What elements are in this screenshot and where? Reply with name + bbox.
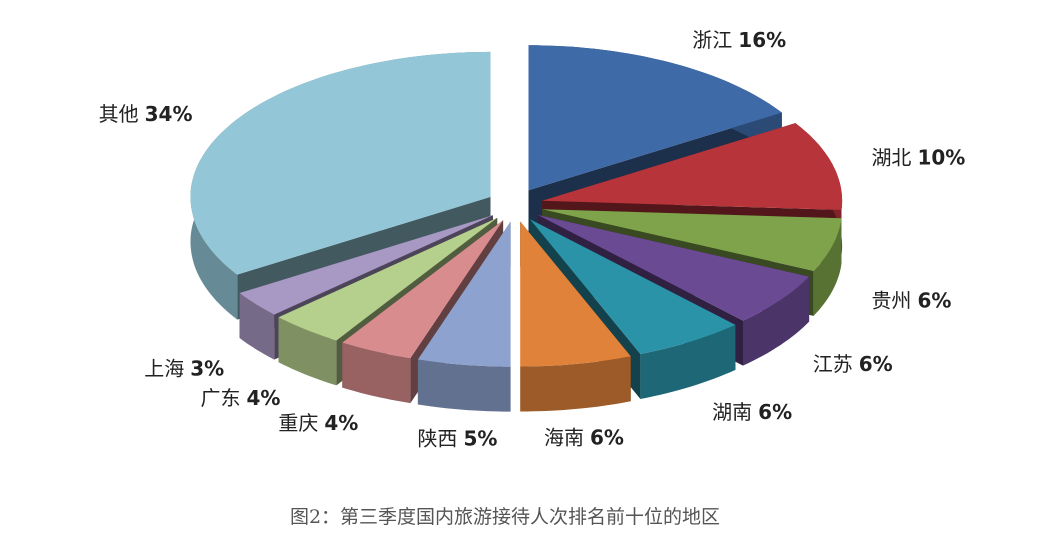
value-label: 6% bbox=[758, 399, 792, 423]
slice-wall bbox=[813, 218, 842, 316]
slice-wall bbox=[417, 359, 511, 412]
value-label: 4% bbox=[324, 411, 358, 435]
slice-top bbox=[530, 219, 736, 354]
category-label: 海南 bbox=[544, 425, 584, 449]
slice-top bbox=[537, 214, 810, 321]
value-label: 6% bbox=[859, 351, 893, 375]
category-label: 重庆 bbox=[278, 411, 318, 435]
category-label: 湖北 bbox=[871, 145, 911, 169]
slice-wall bbox=[640, 324, 736, 399]
data-label: 海南 6% bbox=[544, 425, 624, 449]
slice-wall bbox=[239, 293, 275, 360]
data-label: 广东 4% bbox=[200, 386, 280, 410]
slice-top bbox=[278, 217, 498, 341]
value-label: 3% bbox=[190, 356, 224, 380]
slice-wall bbox=[278, 317, 337, 386]
value-label: 5% bbox=[463, 426, 497, 450]
category-label: 陕西 bbox=[417, 426, 457, 450]
value-label: 4% bbox=[246, 386, 280, 410]
data-label: 其他 34% bbox=[99, 101, 193, 125]
slice-top bbox=[542, 123, 843, 210]
slice bbox=[520, 221, 631, 412]
slice-wall bbox=[743, 276, 810, 366]
slice-top bbox=[542, 209, 842, 271]
category-label: 浙江 bbox=[692, 28, 732, 52]
data-label: 江苏 6% bbox=[813, 351, 893, 375]
category-label: 广东 bbox=[200, 386, 240, 410]
category-label: 江苏 bbox=[813, 351, 853, 375]
value-label: 6% bbox=[917, 288, 951, 312]
data-label: 上海 3% bbox=[144, 356, 224, 380]
slice-top bbox=[417, 221, 511, 367]
category-label: 贵州 bbox=[871, 288, 911, 312]
slice-top bbox=[520, 221, 631, 367]
slice-top bbox=[190, 51, 491, 275]
slice-top bbox=[239, 215, 493, 315]
category-label: 上海 bbox=[144, 356, 184, 380]
slice bbox=[417, 221, 511, 412]
slice-wall bbox=[342, 342, 411, 404]
data-label: 陕西 5% bbox=[417, 426, 497, 450]
data-label: 浙江 16% bbox=[692, 28, 786, 52]
data-label: 湖北 10% bbox=[871, 145, 965, 169]
chart-title: 图2：第三季度国内旅游接待人次排名前十位的地区 bbox=[290, 506, 720, 528]
data-label: 湖南 6% bbox=[712, 399, 792, 423]
slice-wall bbox=[520, 356, 631, 412]
category-label: 其他 bbox=[99, 101, 139, 125]
value-label: 16% bbox=[738, 28, 786, 52]
labels: 浙江 16%湖北 10%贵州 6%江苏 6%湖南 6%海南 6%陕西 5%重庆 4%广东 4%上海… bbox=[99, 28, 966, 451]
value-label: 6% bbox=[590, 425, 624, 449]
data-label: 贵州 6% bbox=[871, 288, 951, 312]
slice-top bbox=[342, 220, 504, 359]
category-label: 湖南 bbox=[712, 399, 752, 423]
value-label: 34% bbox=[145, 101, 193, 125]
value-label: 10% bbox=[917, 145, 965, 169]
pie bbox=[190, 45, 843, 412]
data-label: 重庆 4% bbox=[278, 411, 358, 435]
slice-top bbox=[528, 45, 782, 191]
